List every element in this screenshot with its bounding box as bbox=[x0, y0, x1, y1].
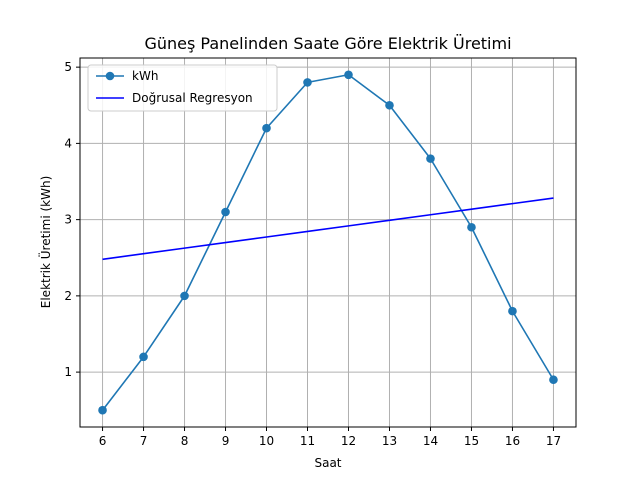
y-axis-label: Elektrik Üretimi (kWh) bbox=[37, 176, 53, 308]
legend-label: Doğrusal Regresyon bbox=[132, 91, 253, 105]
x-tick-label: 11 bbox=[300, 434, 315, 448]
data-point bbox=[344, 70, 353, 80]
data-point bbox=[508, 306, 517, 316]
x-tick-label: 17 bbox=[546, 434, 561, 448]
y-tick-label: 3 bbox=[64, 213, 72, 227]
chart-title: Güneş Panelinden Saate Göre Elektrik Üre… bbox=[144, 34, 511, 53]
data-point bbox=[262, 123, 271, 133]
x-tick-label: 7 bbox=[140, 434, 148, 448]
series-line-2 bbox=[102, 197, 554, 261]
data-point bbox=[139, 352, 148, 362]
data-point bbox=[467, 222, 476, 232]
x-tick-label: 12 bbox=[341, 434, 356, 448]
x-tick-label: 16 bbox=[505, 434, 520, 448]
data-point bbox=[303, 78, 312, 87]
x-tick-label: 13 bbox=[382, 434, 397, 448]
x-tick-label: 14 bbox=[423, 434, 438, 448]
y-tick-label: 5 bbox=[64, 60, 72, 74]
data-point bbox=[426, 154, 435, 163]
y-tick-label: 2 bbox=[64, 289, 72, 303]
legend-swatch-marker bbox=[105, 71, 115, 81]
legend-label: kWh bbox=[132, 69, 158, 83]
x-tick-label: 15 bbox=[464, 434, 479, 448]
data-point bbox=[549, 375, 558, 385]
y-tick-label: 4 bbox=[64, 136, 72, 150]
axes-frame bbox=[79, 57, 577, 428]
data-point bbox=[221, 207, 230, 217]
x-tick-label: 8 bbox=[181, 434, 189, 448]
y-tick-label: 1 bbox=[64, 365, 72, 379]
series-line-1 bbox=[101, 73, 555, 411]
x-tick-label: 10 bbox=[259, 434, 274, 448]
data-point bbox=[385, 100, 394, 110]
x-axis-label: Saat bbox=[314, 456, 341, 470]
x-tick-label: 9 bbox=[222, 434, 230, 448]
x-tick-label: 6 bbox=[99, 434, 107, 448]
legend-box bbox=[87, 64, 278, 112]
data-point bbox=[180, 291, 189, 301]
data-point bbox=[98, 405, 107, 415]
